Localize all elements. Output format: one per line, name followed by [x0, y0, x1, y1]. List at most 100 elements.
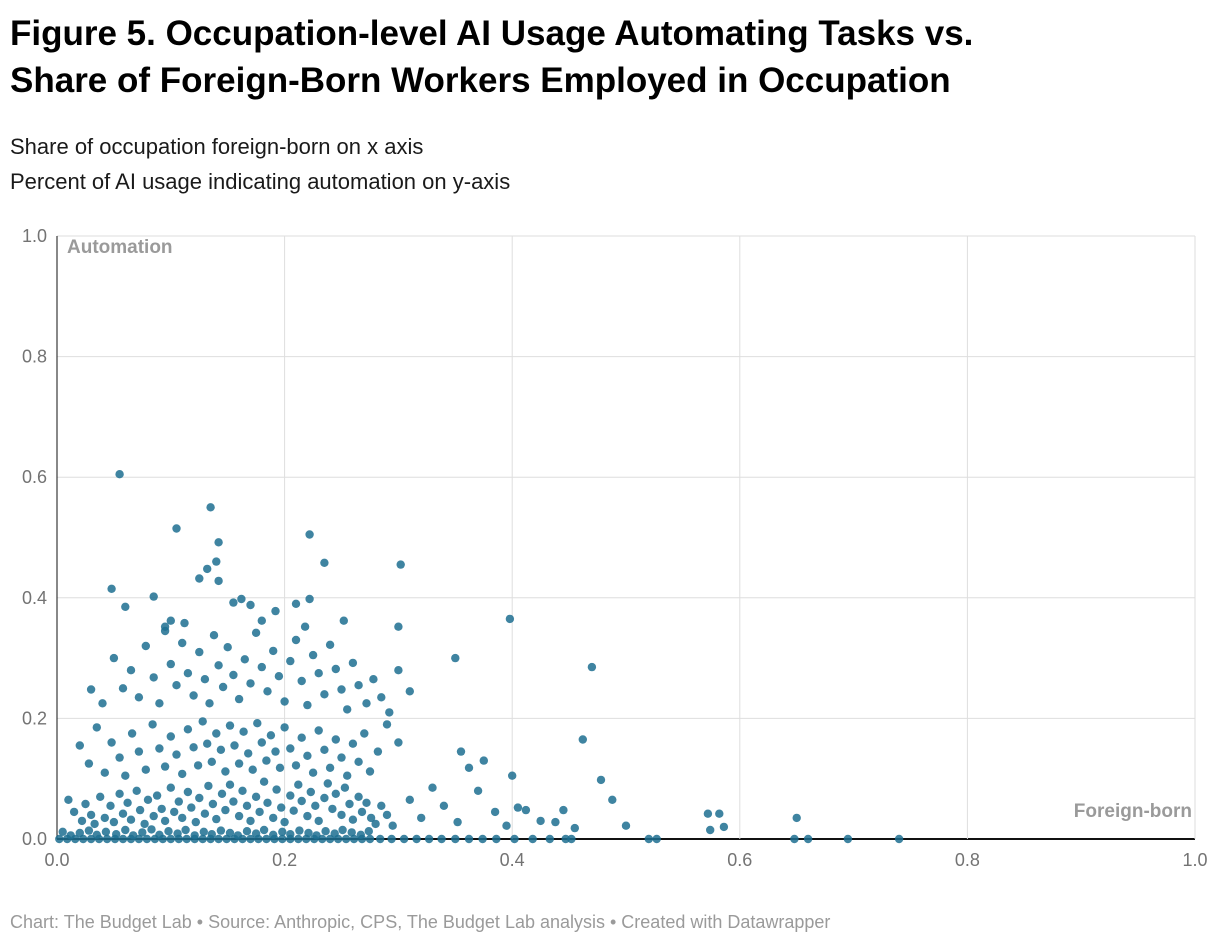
data-point [348, 658, 358, 668]
data-point [278, 827, 287, 836]
data-point [81, 799, 90, 809]
data-point [178, 638, 187, 648]
data-point [193, 761, 203, 770]
data-point [147, 825, 156, 834]
data-point [223, 643, 232, 652]
data-point [300, 622, 310, 631]
data-point [160, 816, 170, 826]
data-point [843, 834, 853, 844]
data-point [291, 599, 301, 608]
data-point [190, 831, 199, 840]
title-line-1: Figure 5. Occupation-level AI Usage Auto… [10, 14, 974, 53]
data-point [170, 807, 179, 817]
data-point [157, 804, 166, 814]
data-point [262, 756, 271, 765]
data-point [214, 576, 223, 586]
data-point [64, 795, 73, 804]
data-point [331, 735, 340, 744]
scatter-plot-svg: 0.0 0.2 0.4 0.6 0.8 1.0 0.0 0.2 0.4 0.6 0.8 1.0 Auto… [22, 226, 1208, 870]
data-point [502, 821, 511, 830]
data-point [790, 834, 799, 844]
data-point [142, 834, 152, 844]
data-point [86, 810, 96, 820]
data-point [121, 771, 130, 780]
data-point [216, 826, 226, 835]
x-tick-label: 0.6 [727, 850, 752, 870]
data-point [230, 741, 239, 750]
data-point [536, 816, 545, 826]
data-point [347, 828, 356, 837]
data-point [180, 618, 189, 628]
data-point [330, 829, 339, 838]
data-point [55, 834, 64, 844]
data-point [365, 834, 375, 844]
chart-footer: Chart: The Budget Lab • Source: Anthropi… [10, 912, 831, 932]
data-point [212, 557, 221, 566]
data-point [388, 821, 397, 830]
data-point [621, 821, 631, 830]
data-point [356, 830, 365, 839]
data-point [320, 558, 329, 567]
description-line-1: Share of occupation foreign-born on x ax… [10, 134, 424, 159]
data-point [107, 738, 116, 747]
data-point [394, 738, 403, 747]
data-point [464, 763, 474, 772]
data-point [269, 830, 278, 839]
data-point [280, 817, 289, 827]
data-point [195, 793, 204, 803]
data-point [365, 767, 375, 776]
data-point [246, 600, 255, 610]
data-point [376, 834, 385, 844]
data-point [792, 813, 801, 823]
y-tick-label: 0.6 [22, 467, 47, 487]
data-point [84, 826, 94, 835]
data-point [234, 759, 244, 768]
y-tick-label: 0.4 [22, 588, 47, 608]
data-point [255, 807, 264, 817]
data-point [405, 795, 414, 804]
data-point [242, 827, 252, 836]
data-point [172, 524, 181, 533]
data-point [229, 598, 238, 607]
data-point [286, 656, 295, 666]
data-point [246, 816, 255, 826]
data-point [412, 834, 421, 844]
data-point [208, 799, 218, 809]
data-point [203, 739, 212, 748]
data-point [214, 538, 223, 547]
data-point [240, 655, 249, 664]
data-point [314, 669, 323, 678]
data-point [257, 662, 266, 672]
data-point [225, 721, 235, 730]
data-point [308, 650, 318, 660]
data-point [234, 694, 244, 704]
data-point [387, 834, 396, 844]
data-point [706, 825, 715, 835]
data-point [203, 564, 212, 574]
data-point [160, 762, 170, 771]
data-point [98, 699, 107, 708]
data-point [92, 723, 102, 732]
data-point [92, 830, 102, 839]
data-point [385, 708, 394, 717]
data-point [314, 726, 323, 735]
data-point [218, 682, 228, 692]
data-point [272, 785, 281, 794]
data-point [644, 834, 653, 844]
y-tick-label: 1.0 [22, 226, 47, 246]
data-point [382, 720, 392, 729]
data-point [127, 729, 137, 738]
data-point [206, 503, 215, 512]
data-point [234, 811, 244, 821]
data-point [320, 793, 329, 803]
data-point [115, 470, 124, 479]
data-point [478, 834, 487, 844]
data-point [149, 811, 158, 821]
x-tick-label: 0.8 [955, 850, 980, 870]
data-point [225, 780, 235, 789]
data-point [354, 792, 363, 801]
data-point [321, 827, 330, 836]
data-point [341, 834, 351, 844]
data-point [195, 647, 204, 657]
data-point [297, 796, 306, 806]
